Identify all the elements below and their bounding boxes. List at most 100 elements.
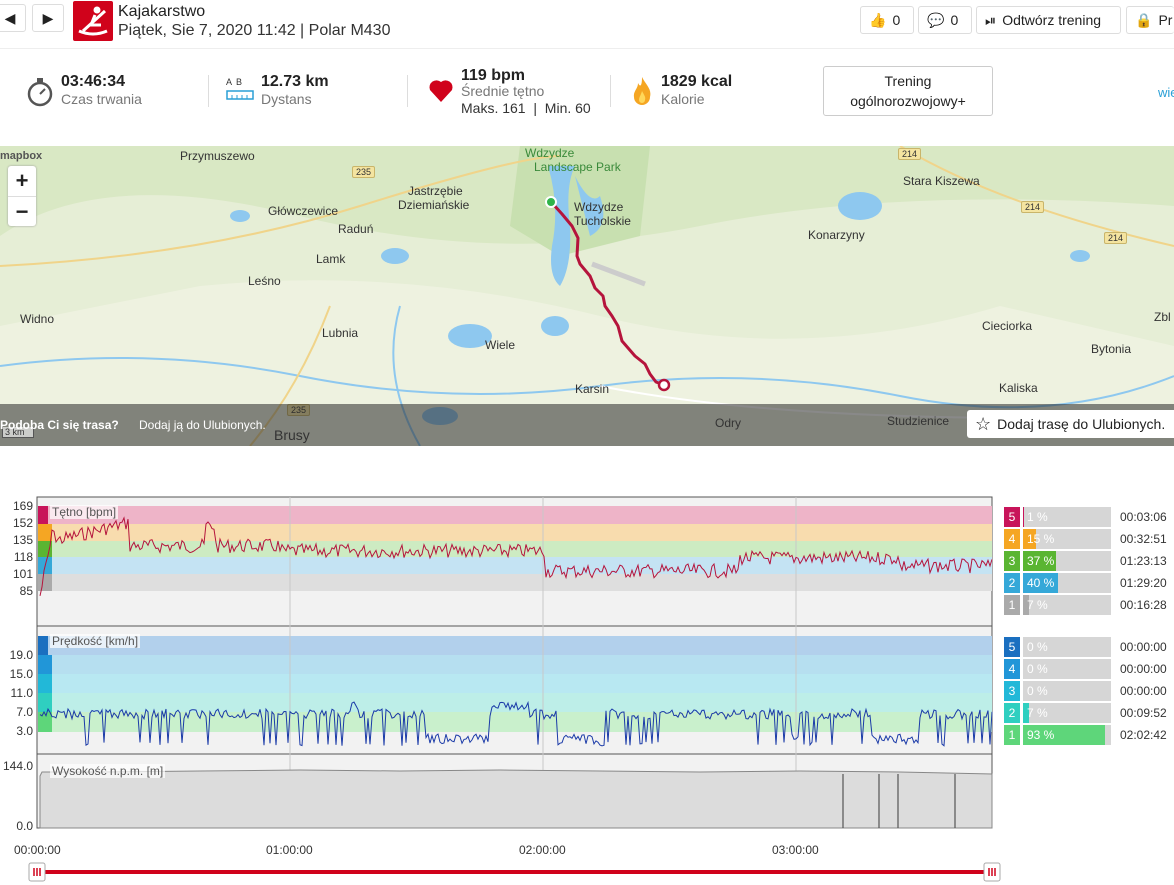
speed-zone-marker-2 (38, 693, 52, 712)
hr-zone-percent: 37 % (1027, 554, 1055, 568)
min-hr-label: Min. (544, 100, 572, 116)
hr-zone-fill (1023, 529, 1037, 549)
map-place: Odry (715, 416, 742, 430)
hr-zone-fill (1023, 595, 1030, 615)
star-icon: ☆ (975, 413, 992, 434)
map-place: Widno (20, 312, 55, 326)
avg-hr-value: 119 bpm (461, 67, 526, 84)
hr-zone-number: 2 (1004, 573, 1020, 593)
speed-zone-row: 2 7 % (1004, 703, 1111, 723)
training-line2: ogólnorozwojowy+ (850, 93, 966, 109)
next-button[interactable]: ▶ (32, 4, 64, 32)
like-count: 0 (892, 12, 901, 28)
map-place: Raduń (338, 222, 374, 236)
time-tick: 01:00:00 (266, 843, 313, 857)
favorite-hint: Dodaj ją do Ulubionych. (139, 418, 266, 432)
training-benefit-button[interactable]: Trening ogólnorozwojowy+ (823, 66, 993, 116)
calories-stat: 1829 kcal Kalorie (661, 73, 732, 107)
min-hr-value: 60 (575, 100, 591, 116)
speed-zone-number: 4 (1004, 659, 1020, 679)
speed-tick: 11.0 (10, 686, 33, 700)
map-scale: 3 km (2, 427, 34, 438)
map-place: Landscape Park (534, 160, 621, 174)
speed-zone-bar: 0 % (1023, 681, 1111, 701)
calories-value: 1829 kcal (661, 73, 733, 90)
zoom-out-button[interactable]: − (8, 196, 36, 227)
hr-zone-time: 00:32:51 (1120, 532, 1167, 546)
add-favorite-button[interactable]: ☆ Dodaj trasę do Ulubionych. (967, 410, 1174, 438)
comment-button[interactable]: 💬 0 (918, 6, 972, 34)
speed-zone-bar: 7 % (1023, 703, 1111, 723)
map-place: Konarzyny (808, 228, 865, 242)
altitude-spikes (842, 774, 956, 828)
hr-tick: 135 (12, 533, 33, 547)
session-subtitle: Piątek, Sie 7, 2020 11:42 | Polar M430 (118, 22, 391, 39)
kayak-icon (73, 1, 113, 41)
prev-button[interactable]: ◀ (0, 4, 26, 32)
speed-zone-percent: 0 % (1027, 684, 1048, 698)
speed-zone-marker-4 (38, 655, 52, 674)
zoom-in-button[interactable]: + (15, 168, 29, 193)
add-favorite-label: Dodaj trasę do Ulubionych. (997, 416, 1166, 432)
speed-zone-time: 00:00:00 (1120, 684, 1167, 698)
heart-icon (427, 77, 455, 108)
map-place: Studzienice (887, 414, 950, 428)
avg-hr-label: Średnie tętno (461, 83, 545, 99)
hr-chart-title: Tętno [bpm] (50, 505, 119, 519)
map-place: Lamk (316, 252, 346, 266)
hr-tick: 169 (12, 499, 33, 513)
speed-zone-percent: 0 % (1027, 640, 1048, 654)
privacy-button[interactable]: 🔒 Pr (1126, 6, 1174, 34)
charts-canvas[interactable] (0, 446, 1004, 885)
stopwatch-icon (26, 77, 54, 112)
replay-button[interactable]: ⏯ Odtwórz trening (976, 6, 1121, 34)
speed-zone-percent: 93 % (1027, 728, 1055, 742)
mapbox-logo: mapbox (0, 150, 43, 162)
play-circle-icon: ⏯ (985, 11, 997, 28)
alt-tick: 0.0 (16, 819, 33, 833)
hr-zone-fill (1023, 507, 1024, 527)
time-tick: 03:00:00 (772, 843, 819, 857)
hr-zone-fill (1023, 551, 1056, 571)
road-number: 214 (898, 148, 922, 160)
divider (407, 75, 408, 107)
chevron-left-icon: ◀ (4, 9, 16, 26)
comment-count: 0 (950, 12, 959, 28)
speed-tick: 15.0 (9, 667, 33, 681)
speed-zone-row: 3 0 % (1004, 681, 1111, 701)
route-map[interactable]: mapbox + − Przymuszewo Wdzydze Landscape… (0, 146, 1174, 446)
speed-zone-bar: 0 % (1023, 659, 1111, 679)
speed-zone-number: 5 (1004, 637, 1020, 657)
duration-stat: 03:46:34 Czas trwania (61, 73, 142, 107)
map-place: Stara Kiszewa (903, 174, 980, 188)
hr-zone-row: 3 37 % (1004, 551, 1111, 571)
timeline-track (37, 870, 992, 874)
alt-tick: 144.0 (2, 759, 33, 773)
distance-value: 12.73 km (261, 73, 329, 90)
map-place: Przymuszewo (180, 149, 255, 163)
hr-zone-row: 5 1 % (1004, 507, 1111, 527)
map-place: Leśno (248, 274, 281, 288)
map-canvas (0, 146, 1174, 446)
speed-zone-marker-3 (38, 674, 52, 693)
hr-zone-band-5 (38, 506, 992, 524)
map-place: Brusy (274, 427, 310, 443)
hr-tick: 85 (19, 584, 33, 598)
speed-zone-bar: 0 % (1023, 637, 1111, 657)
map-place: Lubnia (322, 326, 359, 340)
map-place: Jastrzębie (408, 184, 463, 198)
like-button[interactable]: 👍 0 (860, 6, 914, 34)
hr-zone-fill (1023, 573, 1059, 593)
map-place: Cieciorka (982, 319, 1033, 333)
speed-zone-time: 00:09:52 (1120, 706, 1167, 720)
hr-tick: 118 (13, 550, 33, 564)
road-number: 214 (1104, 232, 1128, 244)
time-tick: 00:00:00 (14, 843, 61, 857)
speed-tick: 7.0 (16, 705, 33, 719)
hr-zone-number: 4 (1004, 529, 1020, 549)
more-link[interactable]: wie (1158, 85, 1174, 100)
ab-label: A B (226, 77, 244, 87)
hr-zone-time: 00:16:28 (1120, 598, 1167, 612)
charts-section: 169 152 135 118 101 85 Tętno [bpm] 19.0 … (0, 446, 1174, 885)
speed-chart-title: Prędkość [km/h] (50, 634, 141, 648)
